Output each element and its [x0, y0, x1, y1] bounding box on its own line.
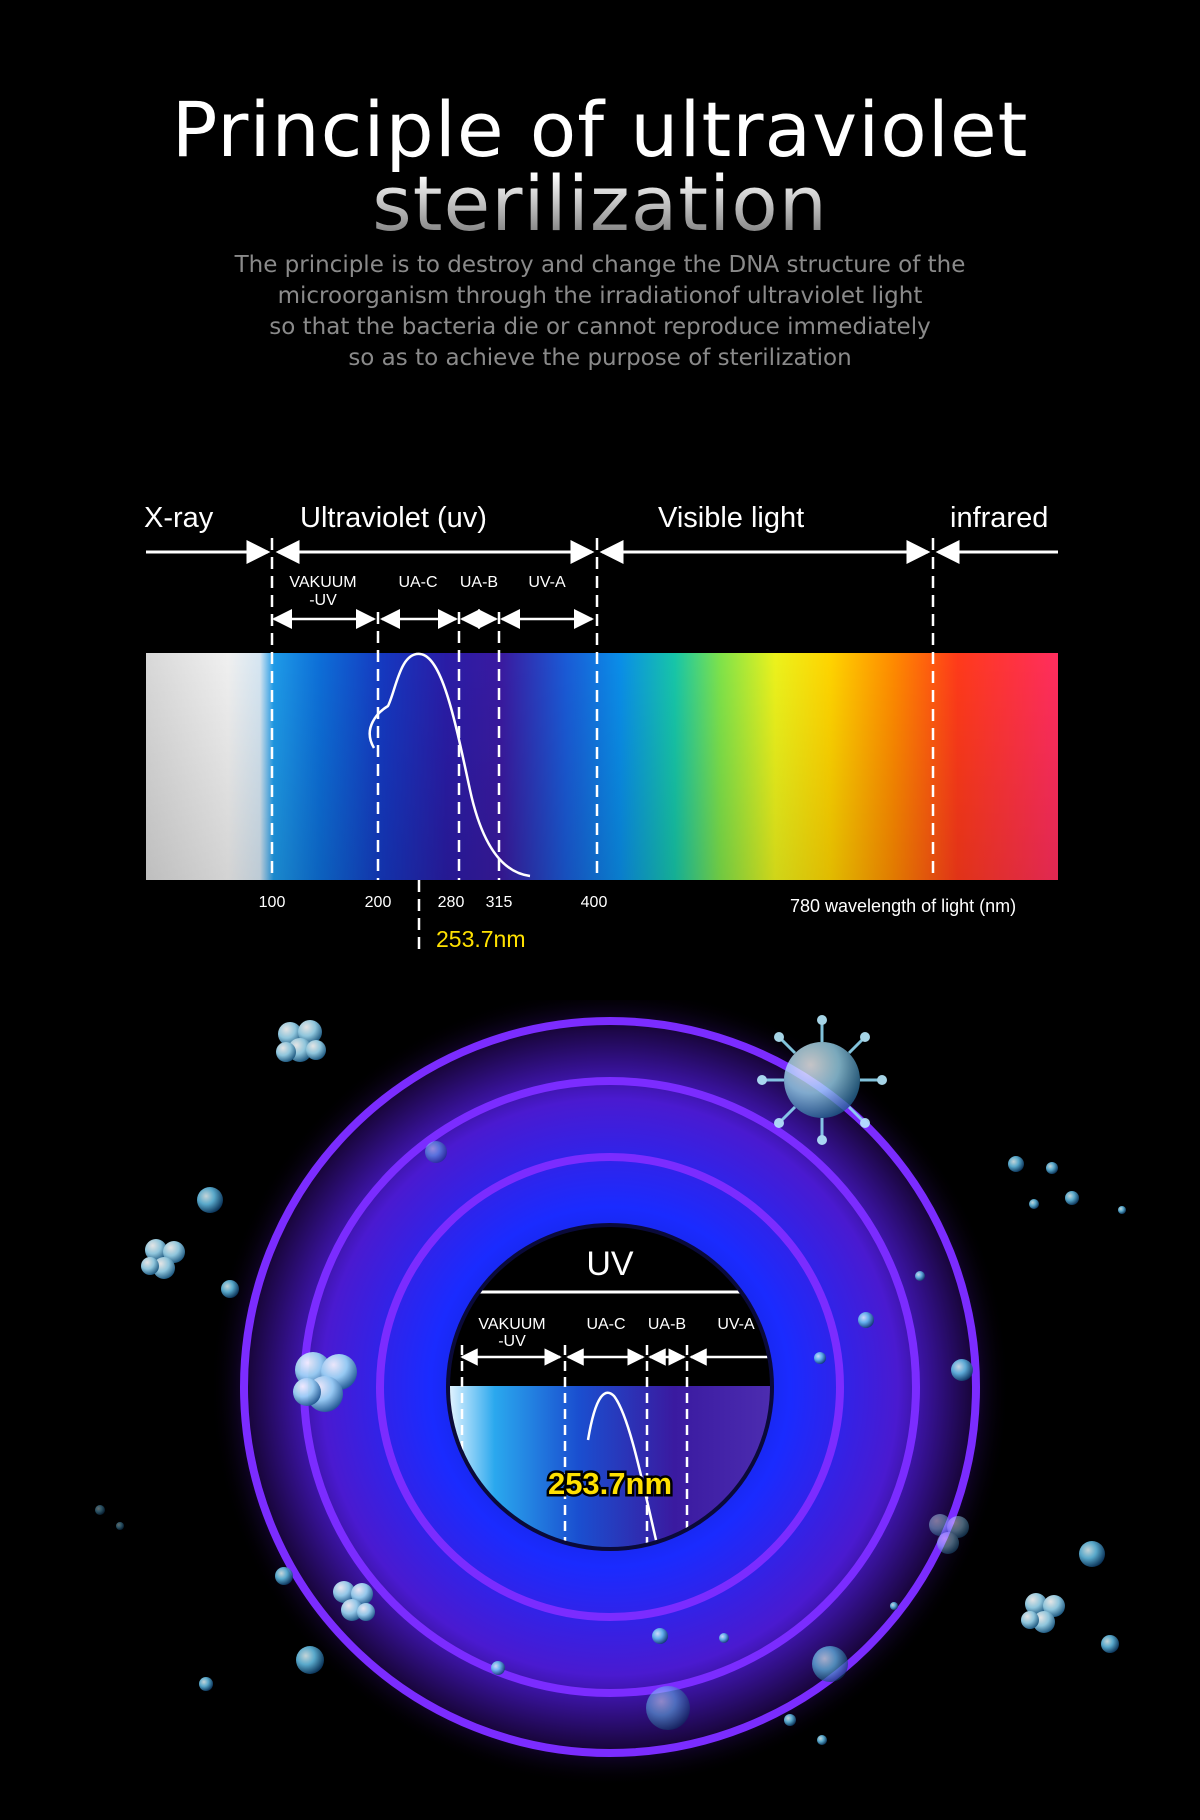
- region-label-infrared: infrared: [950, 502, 1048, 534]
- subband-label-vacuum-uv: -UV: [309, 592, 337, 609]
- lens-subband-vacuum: VAKUUM: [478, 1316, 545, 1333]
- lens-subband-uva: UV-A: [717, 1316, 755, 1333]
- peak-wavelength-label: 253.7nm: [436, 926, 526, 952]
- uv-lens-illustration: VAKUUM -UV UA-C UA-B UV-A UV 253.7nm: [95, 1000, 1126, 1787]
- boundary-lines: [270, 538, 935, 950]
- germicidal-curve: [368, 652, 531, 878]
- spectrum-diagram: X-ray Ultraviolet (uv) Visible light inf…: [144, 502, 1058, 952]
- subband-label-uac: UA-C: [398, 574, 437, 591]
- description-line-1: The principle is to destroy and change t…: [234, 252, 966, 278]
- page-title-line-2: sterilization: [0, 166, 1200, 242]
- tick-280: 280: [438, 894, 465, 911]
- tick-315: 315: [486, 894, 513, 911]
- tick-780: 780 wavelength of light (nm): [790, 896, 1016, 916]
- tick-400: 400: [581, 894, 608, 911]
- virus-icon: [757, 1015, 887, 1145]
- inner-ring: [376, 1153, 844, 1621]
- page-title-line-1: Principle of ultraviolet: [171, 85, 1029, 174]
- lens-title: UV: [586, 1245, 634, 1283]
- lens-peak-label: 253.7nm: [548, 1466, 672, 1501]
- subband-label-uab: UA-B: [460, 574, 498, 591]
- bubble-icon: [95, 1141, 1126, 1745]
- description-line-3: so that the bacteria die or cannot repro…: [269, 314, 931, 340]
- description-line-2: microorganism through the irradiationof …: [277, 283, 923, 309]
- subband-label-vacuum: VAKUUM: [289, 574, 356, 591]
- region-label-xray: X-ray: [144, 502, 214, 534]
- tick-200: 200: [365, 894, 392, 911]
- outer-ring: [240, 1017, 980, 1757]
- description: The principle is to destroy and change t…: [150, 250, 1050, 374]
- tick-100: 100: [259, 894, 286, 911]
- lens-subband-vacuum-uv: -UV: [498, 1333, 526, 1350]
- lens-subband-uab: UA-B: [648, 1316, 686, 1333]
- description-line-4: so as to achieve the purpose of steriliz…: [348, 345, 852, 371]
- region-label-visible: Visible light: [658, 502, 804, 534]
- region-label-ultraviolet: Ultraviolet (uv): [300, 502, 487, 534]
- lens-subband-uac: UA-C: [586, 1316, 625, 1333]
- bacteria-cluster-icon: [141, 1020, 1065, 1633]
- subband-label-uva: UV-A: [528, 574, 566, 591]
